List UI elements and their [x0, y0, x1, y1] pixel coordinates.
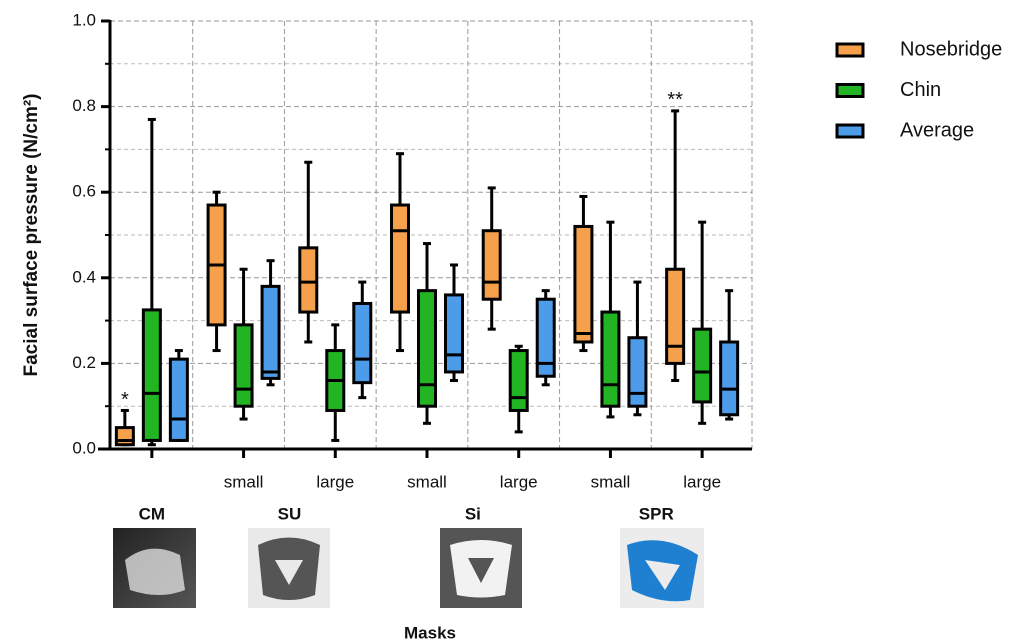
box: [721, 342, 738, 415]
box-plot: [208, 192, 225, 350]
box-plot: [510, 346, 527, 432]
box-plot: [629, 282, 646, 415]
legend-label: Nosebridge: [900, 38, 1002, 60]
box: [143, 310, 160, 441]
box: [235, 325, 252, 406]
y-tick-label: 0.2: [72, 353, 96, 372]
y-axis-title: Facial surface pressure (N/cm²): [21, 93, 42, 376]
x-tick-label: large: [500, 472, 538, 491]
mask-label: CM: [139, 504, 165, 523]
box: [116, 428, 133, 445]
y-tick-label: 1.0: [72, 10, 96, 29]
chart: 0.0 0.2 0.4 0.6 0.8 1.0 small large small large sm…: [0, 0, 1029, 644]
y-tick-label: 0.0: [72, 438, 96, 457]
box: [170, 359, 187, 440]
box: [262, 286, 279, 378]
box-plot: [419, 244, 436, 424]
mask-photos: [113, 528, 704, 608]
box-plot: [446, 265, 463, 381]
x-tick-label: large: [316, 472, 354, 491]
box: [694, 329, 711, 402]
box: [446, 295, 463, 372]
box-plot: [170, 351, 187, 441]
y-tick-label: 0.6: [72, 182, 96, 201]
box: [602, 312, 619, 406]
box-plot: [694, 222, 711, 423]
box-plot: [721, 291, 738, 419]
y-tick-label: 0.4: [72, 267, 96, 286]
annotation: *: [121, 389, 129, 411]
box-plot: [575, 196, 592, 350]
box-plot: [483, 188, 500, 329]
x-tick-label: small: [407, 472, 447, 491]
box: [575, 226, 592, 342]
y-tick-label: 0.8: [72, 96, 96, 115]
box: [354, 303, 371, 382]
legend-swatch: [837, 125, 863, 137]
mask-label: Si: [465, 504, 481, 523]
x-tick-label: large: [683, 472, 721, 491]
box-plot: [602, 222, 619, 417]
box-plot: [354, 282, 371, 398]
legend-label: Chin: [900, 79, 941, 101]
mask-label: SU: [278, 504, 302, 523]
box-plot: [235, 269, 252, 419]
x-axis-title: Masks: [404, 623, 456, 642]
box-plot: [262, 261, 279, 385]
x-tick-label: small: [591, 472, 631, 491]
box-plot: [116, 410, 133, 444]
box: [629, 338, 646, 406]
box: [392, 205, 409, 312]
annotation: **: [667, 89, 683, 111]
box: [483, 231, 500, 299]
box: [419, 291, 436, 407]
legend-swatch: [837, 44, 863, 56]
mask-shape: [125, 549, 185, 595]
box: [300, 248, 317, 312]
mask-label: SPR: [639, 504, 674, 523]
box-plot: [143, 119, 160, 444]
legend-swatch: [837, 85, 863, 97]
box-plot: [327, 325, 344, 441]
box-plot: [300, 162, 317, 342]
box: [667, 269, 684, 363]
box-plot: [537, 291, 554, 385]
x-tick-label: small: [224, 472, 264, 491]
legend-label: Average: [900, 119, 974, 141]
box: [510, 351, 527, 411]
box-plot: [667, 111, 684, 381]
